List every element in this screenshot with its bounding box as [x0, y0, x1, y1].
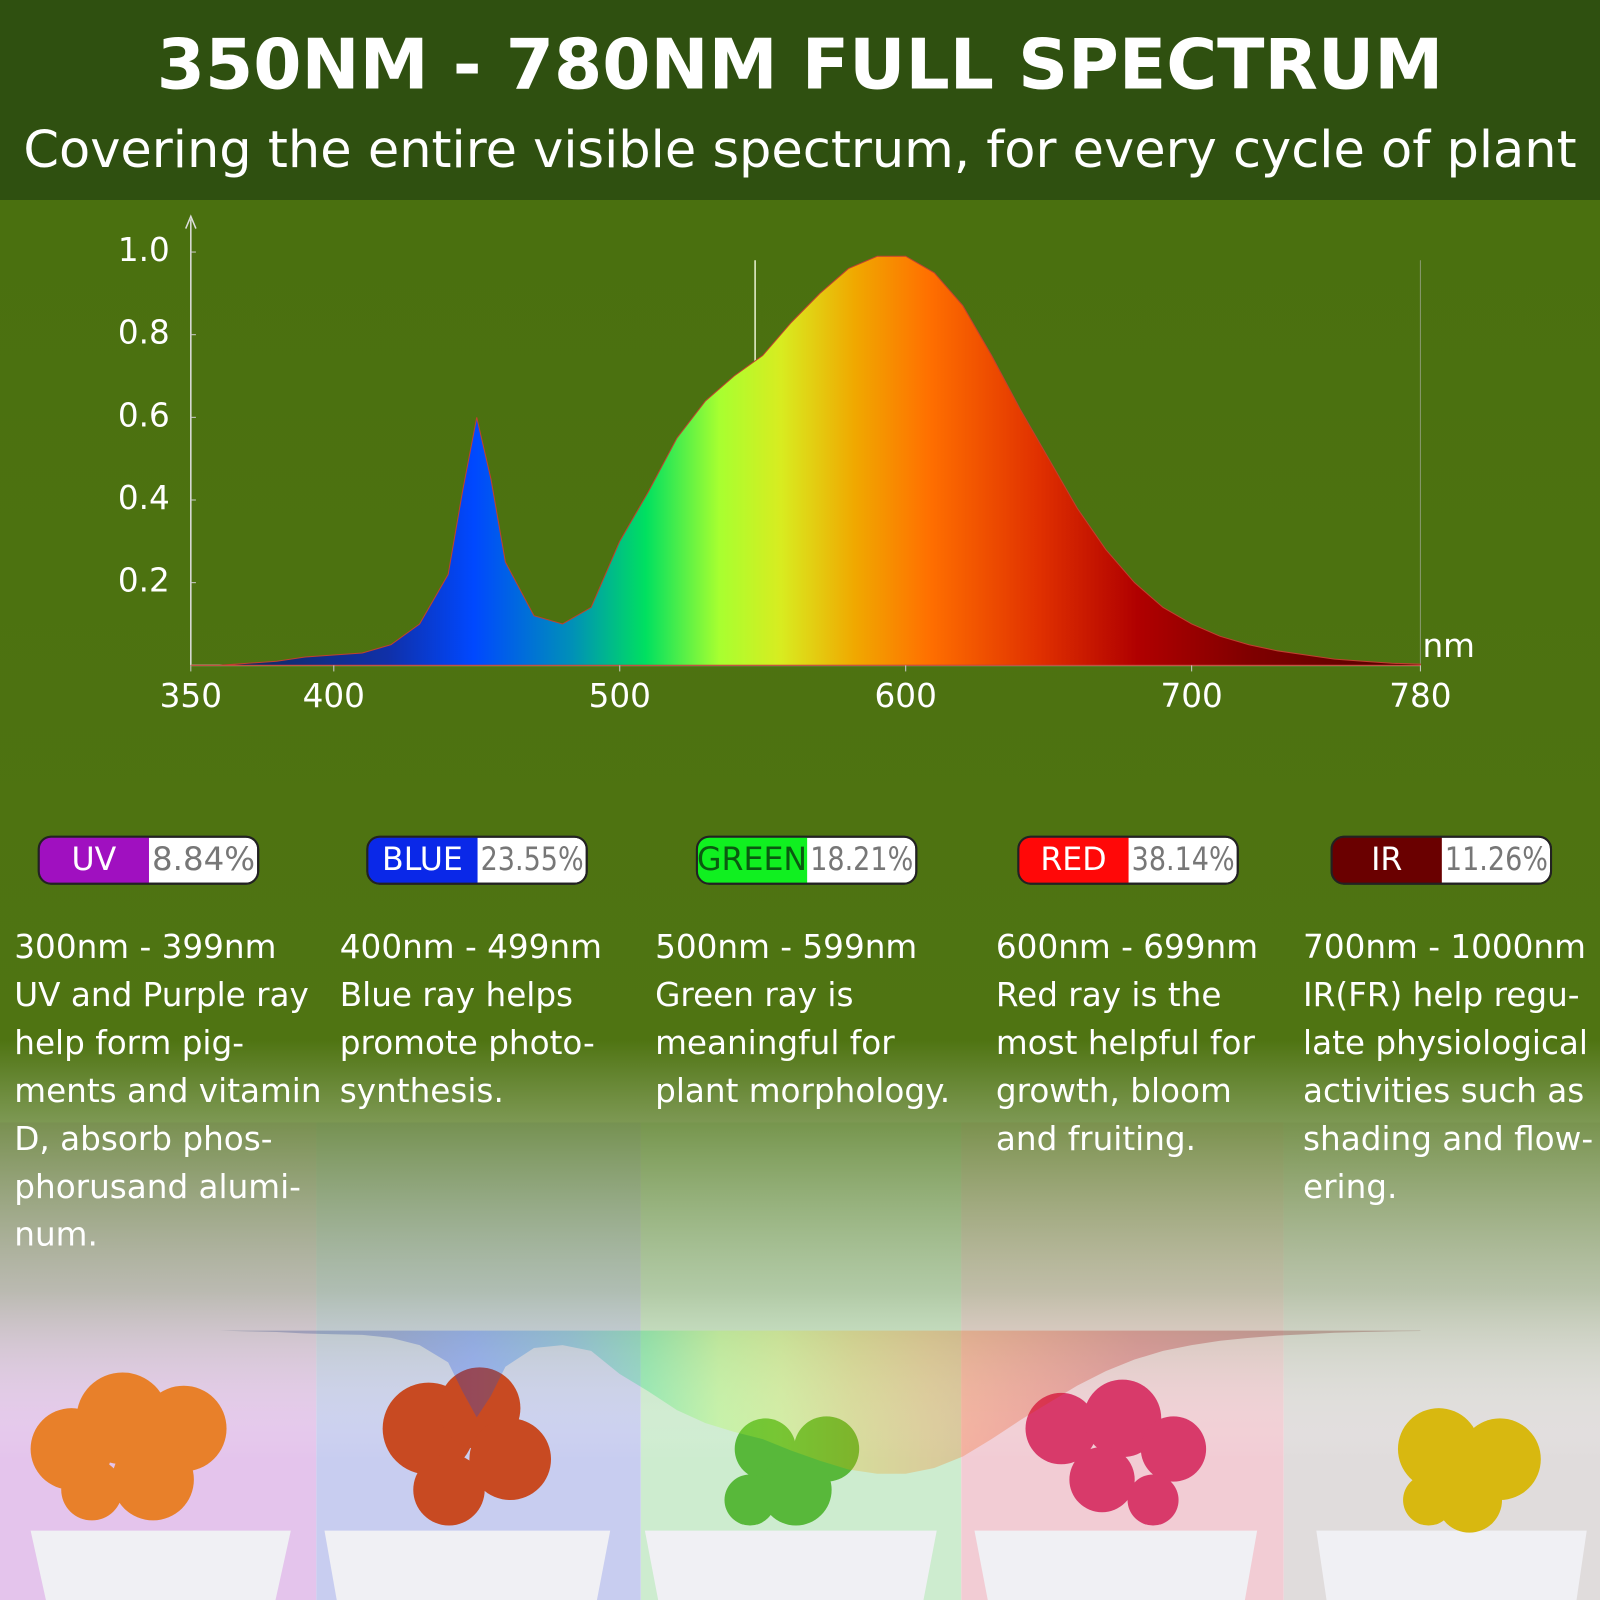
band-description: Blue ray helps	[340, 976, 573, 1014]
band-name: RED	[1040, 842, 1106, 878]
pill-outline	[1330, 835, 1553, 885]
band-description: num.	[14, 1216, 98, 1254]
y-tick-label: 0.2	[118, 562, 170, 600]
band-description: growth, bloom	[996, 1072, 1232, 1110]
band-description: 600nm - 699nm	[996, 928, 1258, 966]
pill-color	[1331, 836, 1442, 884]
band-percent: 8.84%	[152, 842, 255, 878]
x-tick-label: 350	[160, 677, 222, 715]
band-percent: 38.14%	[1132, 842, 1235, 878]
y-axis-arrow	[185, 214, 197, 229]
band-percent: 11.26%	[1445, 842, 1548, 878]
y-tick-label: 0.4	[118, 479, 170, 517]
plants	[30, 1367, 1587, 1600]
band-description: 300nm - 399nm	[14, 928, 276, 966]
x-tick-label: 400	[303, 677, 365, 715]
band-description: most helpful for	[996, 1024, 1256, 1062]
subtitle: Covering the entire visible spectrum, fo…	[23, 121, 1576, 180]
pill-outline	[695, 835, 918, 885]
x-tick-label: 600	[875, 677, 937, 715]
band-name: GREEN	[697, 842, 807, 878]
band-description: and fruiting.	[996, 1120, 1196, 1158]
pill-color	[696, 836, 808, 884]
band-description: 700nm - 1000nm	[1303, 928, 1586, 966]
band-percent: 23.55%	[481, 842, 584, 878]
band-name: IR	[1371, 842, 1402, 878]
band-description: 400nm - 499nm	[340, 928, 602, 966]
band-description: Green ray is	[655, 976, 853, 1014]
band-name: UV	[71, 842, 116, 878]
title: 350NM - 780NM FULL SPECTRUM	[157, 25, 1444, 105]
x-axis-label: nm	[1422, 627, 1474, 665]
band-name: BLUE	[382, 842, 463, 878]
band-description: shading and flow-	[1303, 1120, 1593, 1158]
x-tick-label: 780	[1389, 677, 1451, 715]
band-description: Red ray is the	[996, 976, 1222, 1014]
pill-color	[38, 836, 149, 884]
reflection	[190, 1330, 1421, 1474]
pill-outline	[366, 835, 588, 885]
x-tick-label: 500	[589, 677, 651, 715]
spectrum-area	[190, 255, 1421, 666]
band-description: promote photo-	[340, 1024, 595, 1062]
band-description: late physiological	[1303, 1024, 1588, 1062]
y-tick-label: 0.8	[118, 314, 170, 352]
pill-color	[367, 836, 478, 884]
band-description: IR(FR) help regu-	[1303, 976, 1580, 1014]
x-tick-label: 700	[1160, 677, 1222, 715]
pill-outline	[1017, 835, 1239, 885]
band-description: help form pig-	[14, 1024, 244, 1062]
header-bg	[0, 0, 1600, 200]
band-description: 500nm - 599nm	[655, 928, 917, 966]
band-description: ering.	[1303, 1168, 1397, 1206]
band-description: UV and Purple ray	[14, 976, 309, 1014]
y-tick-label: 0.6	[118, 396, 170, 434]
band-description: D, absorb phos-	[14, 1120, 272, 1158]
band-percent: 18.21%	[810, 842, 913, 878]
y-tick-label: 1.0	[118, 231, 170, 269]
pill-color	[1018, 836, 1129, 884]
pill-outline	[37, 835, 260, 885]
band-description: phorusand alumi-	[14, 1168, 301, 1206]
band-description: ments and vitamin	[14, 1072, 321, 1110]
band-description: synthesis.	[340, 1072, 504, 1110]
band-description: activities such as	[1303, 1072, 1584, 1110]
band-description: meaningful for	[655, 1024, 895, 1062]
band-description: plant morphology.	[655, 1072, 950, 1110]
